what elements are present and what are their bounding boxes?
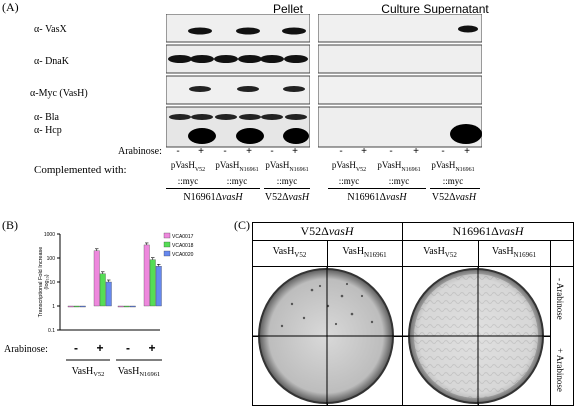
- legend-swatch: [163, 232, 171, 239]
- sign: +: [413, 146, 419, 157]
- col-label: VasHN16961: [491, 246, 537, 259]
- group-label: VasHN16961: [118, 366, 161, 378]
- y-tick-label: 10: [49, 280, 55, 286]
- construct-n16961-sup-b: pVasHN16961::myc: [431, 160, 475, 186]
- blot-label-bla: α- Bla: [34, 112, 59, 123]
- y-tick-label: 100: [47, 256, 56, 262]
- arabinose-sign: -: [126, 341, 130, 355]
- blot-label-hcp: α- Hcp: [34, 125, 62, 136]
- supernatant-blots: [318, 14, 482, 148]
- construct-n16961: pVasHN16961::myc: [215, 160, 259, 186]
- arabinose-label-b: Arabinose:: [4, 344, 48, 355]
- legend-label: VCA0018: [172, 243, 194, 249]
- sign: +: [292, 146, 298, 157]
- bar: [117, 305, 124, 308]
- header-supernatant: Culture Supernatant: [381, 2, 489, 16]
- sign: -: [339, 146, 343, 157]
- arabinose-sign: +: [148, 341, 155, 355]
- strain-v52-pellet: V52ΔvasH: [264, 192, 310, 203]
- construct-v52-sup: pVasHV52::myc: [331, 160, 367, 186]
- panel-c-letter: (C): [234, 218, 250, 232]
- sign: +: [246, 146, 252, 157]
- sign: -: [223, 146, 227, 157]
- strain-n16961-sup: N16961ΔvasH: [347, 192, 407, 203]
- blot-label-dnak: α- DnaK: [34, 56, 69, 67]
- sign: -: [270, 146, 274, 157]
- strain-header-n16961: N16961ΔvasH: [452, 224, 524, 238]
- complemented-label: Complemented with:: [34, 164, 127, 176]
- bar: [93, 250, 100, 307]
- blot-label-vasx: α- VasX: [34, 24, 67, 35]
- pellet-blots: [166, 14, 310, 148]
- legend-swatch: [163, 241, 171, 248]
- panel-b-letter: (B): [2, 218, 18, 232]
- panel-a-letter: (A): [2, 0, 19, 14]
- bar: [99, 273, 106, 307]
- legend-label: VCA0020: [172, 252, 194, 258]
- sign: -: [176, 146, 180, 157]
- bar: [155, 266, 162, 307]
- agar-plates: [252, 266, 550, 406]
- blot-label-myc: α-Myc (VasH): [30, 88, 88, 99]
- bar: [67, 305, 74, 308]
- bar: [105, 281, 112, 307]
- construct-n16961-b: pVasHN16961::myc: [265, 160, 309, 186]
- row-label-minus: - Arabinose: [555, 278, 565, 320]
- sign: +: [198, 146, 204, 157]
- bar: [123, 305, 130, 308]
- sign: -: [389, 146, 393, 157]
- col-label: VasHV52: [272, 246, 307, 259]
- strain-n16961-pellet: N16961ΔvasH: [183, 192, 243, 203]
- panel-c-frame: [252, 222, 574, 406]
- arabinose-sign: +: [96, 341, 103, 355]
- col-label: VasHN16961: [342, 246, 387, 259]
- construct-n16961-sup: pVasHN16961::myc: [377, 160, 421, 186]
- panel-b-chart: 1000 100 10 1 0.1 Transcriptional Fold Increa…: [4, 232, 194, 378]
- construct-v52: pVasHV52::myc: [170, 160, 206, 186]
- bar: [73, 305, 80, 308]
- header-pellet: Pellet: [272, 2, 304, 16]
- y-tick-label: 1: [52, 304, 55, 310]
- arabinose-label-a: Arabinose:: [118, 146, 162, 157]
- col-label: VasHV52: [423, 246, 457, 259]
- strain-v52-sup: V52ΔvasH: [431, 192, 477, 203]
- sign: +: [361, 146, 367, 157]
- y-axis-label: Transcriptional Fold Increase: [38, 247, 44, 318]
- legend-label: VCA0017: [172, 234, 194, 240]
- sign: +: [464, 146, 470, 157]
- row-label-plus: + Arabinose: [555, 348, 565, 392]
- bar: [143, 244, 150, 307]
- y-tick-label: 0.1: [48, 328, 55, 334]
- y-tick-label: 1000: [44, 232, 55, 238]
- bar: [149, 259, 156, 307]
- group-label: VasHV52: [72, 366, 105, 378]
- legend-swatch: [163, 250, 171, 257]
- bar: [129, 305, 136, 308]
- strain-header-v52: V52ΔvasH: [300, 224, 354, 238]
- arabinose-sign: -: [74, 341, 78, 355]
- y-axis-label-2: (log₁₀): [44, 274, 50, 289]
- bar: [79, 305, 86, 308]
- sign: -: [441, 146, 445, 157]
